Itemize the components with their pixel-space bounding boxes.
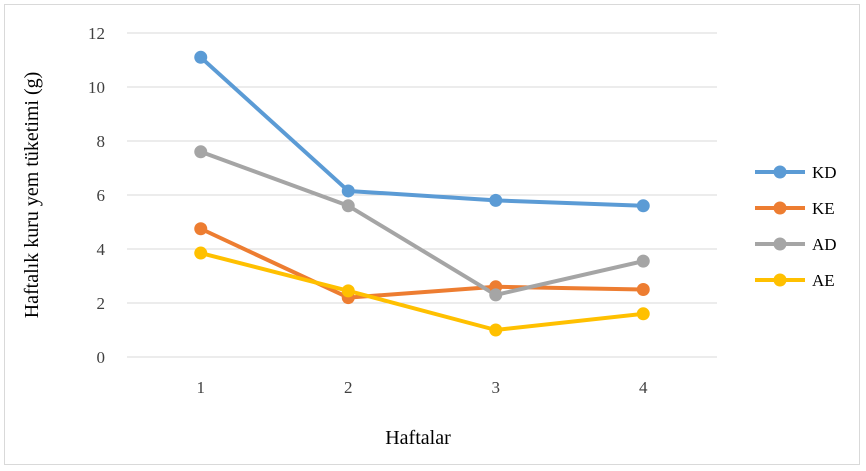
- y-tick-label: 6: [97, 186, 106, 205]
- x-tick-labels: 1 2 3 4: [197, 378, 649, 397]
- data-point-ae: [341, 284, 355, 298]
- chart-frame: [4, 4, 860, 465]
- data-point-ad: [194, 145, 208, 159]
- data-point-ae: [636, 307, 650, 321]
- legend-marker-ad: [773, 237, 787, 251]
- data-point-ad: [341, 199, 355, 213]
- data-point-kd: [194, 50, 208, 64]
- y-tick-label: 4: [97, 240, 106, 259]
- legend-marker-ke: [773, 201, 787, 215]
- data-point-kd: [489, 193, 503, 207]
- y-tick-label: 12: [88, 24, 105, 43]
- x-tick-label: 1: [197, 378, 206, 397]
- data-point-ae: [194, 246, 208, 260]
- data-point-ke: [636, 283, 650, 296]
- legend-label-ad: AD: [812, 235, 837, 254]
- data-point-kd: [636, 199, 650, 213]
- y-tick-label: 2: [97, 294, 106, 313]
- gridlines: [127, 32, 717, 358]
- data-point-ad: [636, 254, 650, 268]
- series-line-ad: [198, 149, 646, 297]
- y-axis-title: Haftalık kuru yem tüketimi (g): [21, 72, 43, 319]
- data-point-ae: [489, 323, 503, 337]
- y-tick-label: 0: [97, 348, 106, 367]
- x-tick-label: 4: [639, 378, 648, 397]
- legend-label-ae: AE: [812, 271, 835, 290]
- x-tick-label: 3: [492, 378, 501, 397]
- legend: KD KE AD AE: [755, 163, 837, 290]
- series-line-ke: [198, 226, 646, 300]
- series-lines: [194, 50, 650, 337]
- x-axis-title: Haftalar: [385, 427, 451, 449]
- data-point-kd: [341, 184, 355, 198]
- legend-label-kd: KD: [812, 163, 837, 182]
- series-line-ae: [198, 251, 646, 332]
- data-point-ke: [194, 222, 208, 236]
- legend-marker-kd: [773, 165, 787, 179]
- series-line-kd: [198, 55, 646, 208]
- legend-label-ke: KE: [812, 199, 835, 218]
- y-tick-labels: 0 2 4 6 8 10 12: [88, 24, 106, 367]
- data-point-ad: [489, 288, 503, 302]
- legend-marker-ae: [773, 273, 787, 287]
- x-tick-label: 2: [344, 378, 353, 397]
- y-tick-label: 10: [88, 78, 105, 97]
- y-tick-label: 8: [97, 132, 106, 151]
